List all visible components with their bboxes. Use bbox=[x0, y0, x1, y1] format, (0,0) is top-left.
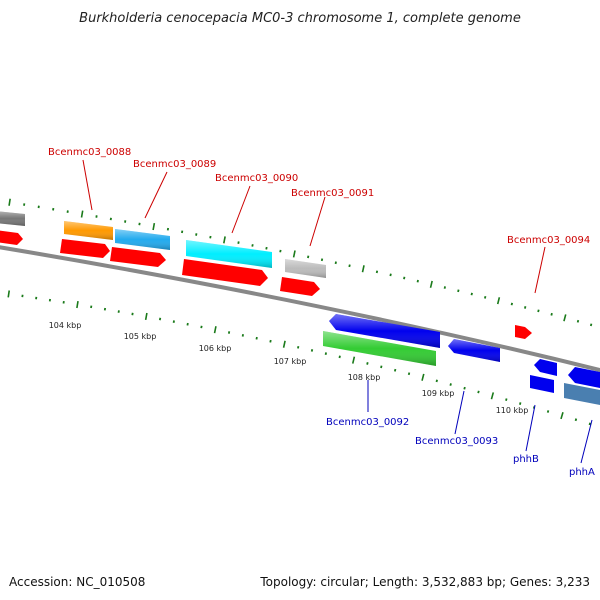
label-leaders bbox=[82, 159, 593, 464]
minor-tick bbox=[338, 355, 341, 359]
cds-left-edge[interactable] bbox=[0, 230, 23, 245]
minor-tick bbox=[310, 349, 314, 352]
gene-label-bcenmc03-0088[interactable]: Bcenmc03_0088 bbox=[48, 147, 131, 158]
major-tick bbox=[560, 412, 564, 420]
minor-tick bbox=[403, 276, 406, 280]
gene-label-bcenmc03-0089[interactable]: Bcenmc03_0089 bbox=[133, 159, 216, 170]
inner-tick-track bbox=[7, 290, 592, 426]
minor-tick bbox=[505, 398, 508, 402]
genome-backbone bbox=[0, 245, 600, 373]
minor-tick bbox=[484, 295, 487, 299]
minor-tick bbox=[470, 292, 473, 296]
genome-summary-text: Topology: circular; Length: 3,532,883 bp… bbox=[259, 575, 590, 589]
major-tick bbox=[421, 373, 425, 381]
minor-tick bbox=[320, 258, 324, 262]
gene-label-bcenmc03-0093[interactable]: Bcenmc03_0093 bbox=[415, 436, 498, 447]
tick-label: 107 kbp bbox=[274, 357, 307, 366]
gene-label-bcenmc03-0094[interactable]: Bcenmc03_0094 bbox=[507, 235, 590, 246]
major-tick bbox=[213, 326, 217, 334]
minor-tick bbox=[589, 323, 593, 327]
cds-0088[interactable] bbox=[60, 239, 110, 258]
cds-0091[interactable] bbox=[280, 277, 320, 296]
gene-label-phha[interactable]: phhA bbox=[569, 467, 595, 478]
minor-tick bbox=[324, 352, 328, 355]
minor-tick bbox=[510, 302, 514, 306]
minor-tick bbox=[348, 264, 351, 268]
minor-tick bbox=[416, 279, 419, 283]
minor-tick bbox=[334, 261, 337, 265]
feature-steelblue[interactable] bbox=[564, 383, 600, 407]
major-tick bbox=[7, 290, 11, 298]
minor-tick bbox=[537, 309, 540, 313]
minor-tick bbox=[375, 270, 379, 274]
minor-tick bbox=[523, 306, 527, 309]
tick-label: 104 kbp bbox=[49, 321, 82, 330]
cds-phhA-upper[interactable] bbox=[568, 367, 600, 390]
tick-label: 105 kbp bbox=[124, 332, 157, 341]
cds-0094[interactable] bbox=[515, 325, 532, 339]
gene-labels: Bcenmc03_0088 Bcenmc03_0089 Bcenmc03_009… bbox=[48, 147, 595, 478]
cds-0089[interactable] bbox=[110, 247, 166, 267]
minor-tick bbox=[546, 410, 550, 413]
major-tick bbox=[292, 250, 296, 258]
major-tick bbox=[351, 356, 356, 364]
major-tick bbox=[490, 392, 495, 400]
minor-tick bbox=[407, 372, 411, 376]
gene-label-bcenmc03-0092[interactable]: Bcenmc03_0092 bbox=[326, 417, 409, 428]
tick-labels: 104 kbp 105 kbp 106 kbp 107 kbp 108 kbp … bbox=[49, 321, 529, 415]
major-tick bbox=[223, 236, 226, 244]
tick-label: 110 kbp bbox=[496, 406, 529, 415]
minor-tick bbox=[519, 402, 522, 405]
minor-tick bbox=[477, 390, 480, 394]
cds-0090[interactable] bbox=[182, 259, 268, 286]
minor-tick bbox=[366, 362, 369, 365]
accession-text: Accession: NC_010508 bbox=[9, 575, 145, 589]
tick-label: 109 kbp bbox=[422, 389, 455, 398]
major-tick bbox=[282, 340, 286, 348]
outer-tick-track bbox=[8, 198, 593, 327]
tick-label: 108 kbp bbox=[348, 373, 381, 382]
minor-tick bbox=[297, 345, 300, 349]
map-title: Burkholderia cenocepacia MC0-3 chromosom… bbox=[79, 11, 521, 26]
major-tick bbox=[496, 297, 501, 305]
minor-tick bbox=[449, 383, 452, 386]
minor-tick bbox=[435, 379, 438, 383]
major-tick bbox=[144, 312, 148, 321]
minor-tick bbox=[443, 286, 447, 289]
cds-phhB-upper[interactable] bbox=[534, 359, 557, 376]
minor-tick bbox=[393, 368, 397, 372]
tick-label: 106 kbp bbox=[199, 344, 232, 353]
gene-label-bcenmc03-0091[interactable]: Bcenmc03_0091 bbox=[291, 188, 374, 199]
major-tick bbox=[8, 198, 11, 206]
gene-label-phhb[interactable]: phhB bbox=[513, 454, 539, 465]
minor-tick bbox=[550, 312, 553, 316]
minor-tick bbox=[389, 273, 392, 277]
minor-tick bbox=[463, 386, 466, 390]
major-tick bbox=[152, 223, 156, 231]
minor-tick bbox=[588, 422, 592, 426]
major-tick bbox=[361, 265, 365, 273]
major-tick bbox=[76, 300, 79, 309]
major-tick bbox=[563, 314, 567, 322]
minor-tick bbox=[574, 418, 578, 422]
major-tick bbox=[429, 280, 433, 288]
minor-tick bbox=[576, 319, 580, 323]
gene-label-bcenmc03-0090[interactable]: Bcenmc03_0090 bbox=[215, 173, 298, 184]
cds-phhB[interactable] bbox=[530, 375, 554, 393]
feature-track bbox=[0, 211, 600, 407]
major-tick bbox=[80, 210, 84, 218]
minor-tick bbox=[380, 365, 383, 369]
minor-tick bbox=[457, 289, 460, 293]
minor-tick bbox=[269, 339, 272, 343]
